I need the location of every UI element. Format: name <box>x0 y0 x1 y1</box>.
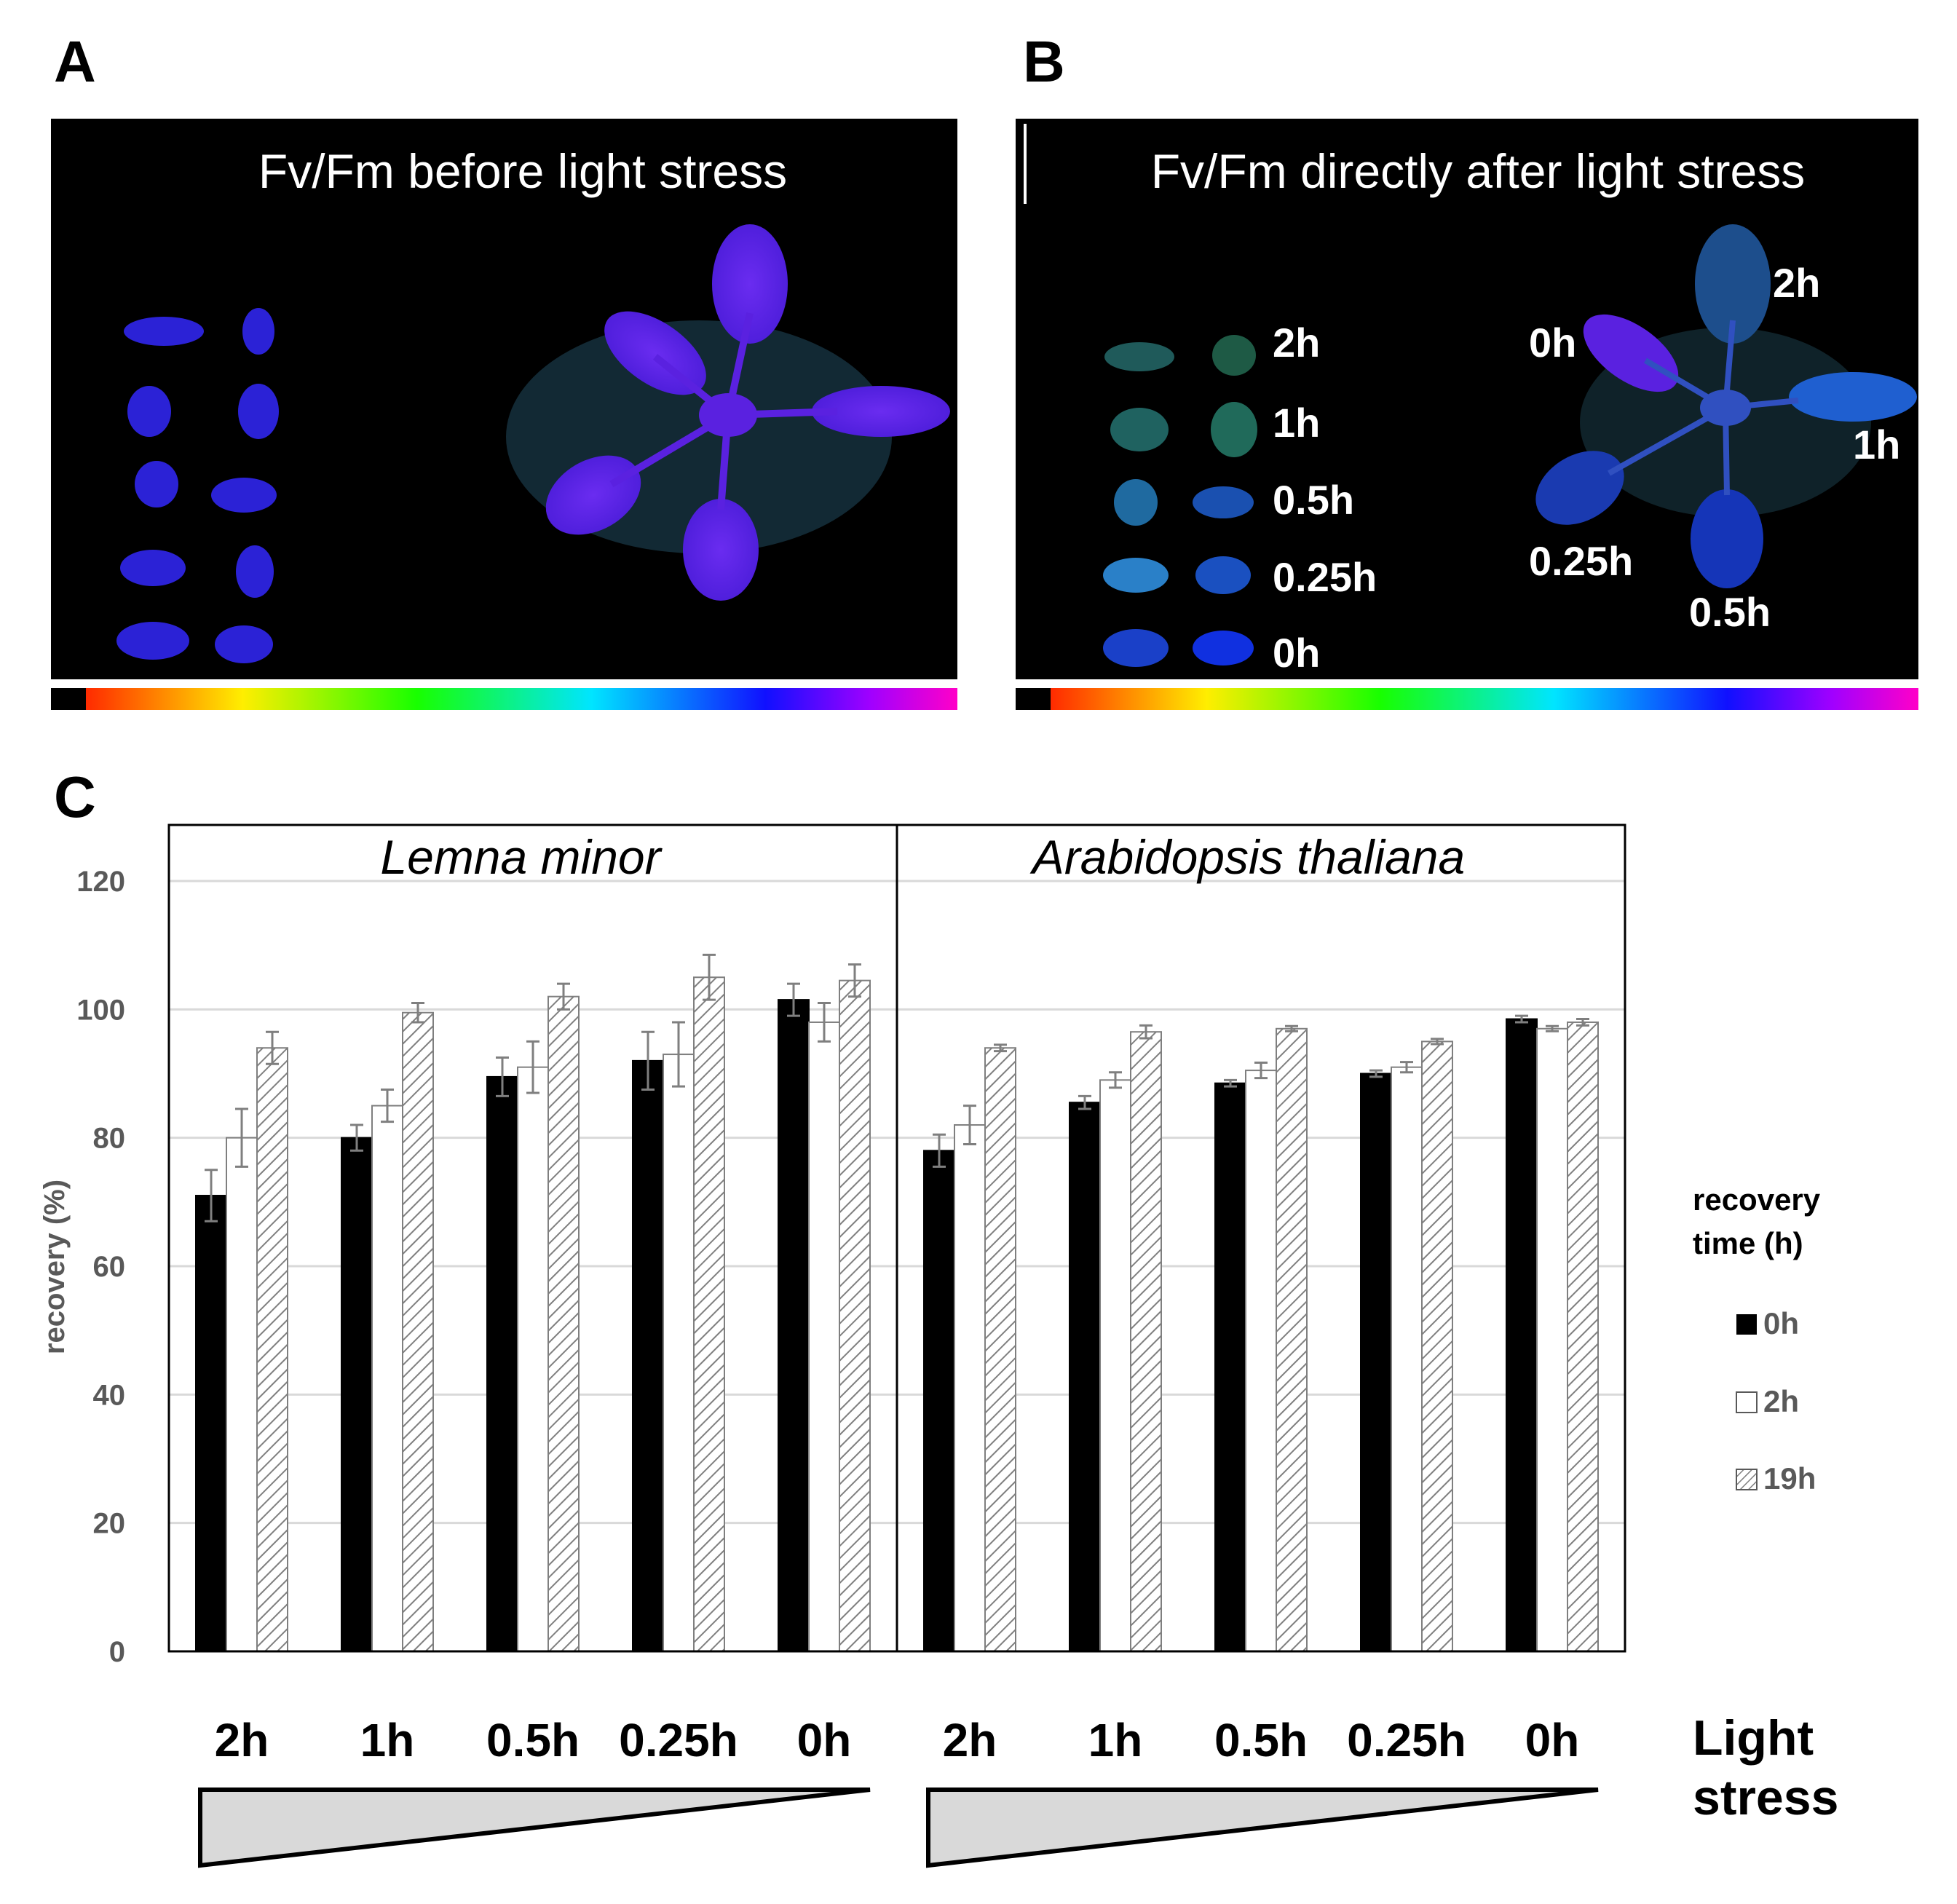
panel-letter-b: B <box>1023 29 1065 94</box>
panel-b-arabidopsis-labels: 2h 0h 1h 0.25h 0.5h <box>1529 260 1900 635</box>
bar-0h <box>923 1150 955 1653</box>
bar-2h <box>663 1054 695 1653</box>
x-category-label: 0.5h <box>486 1714 580 1766</box>
panel-b-lemna-label: 2h <box>1273 320 1320 366</box>
x-axis-title-line2: stress <box>1693 1770 1838 1825</box>
y-tick-label: 0 <box>109 1636 125 1668</box>
light-stress-wedge-lemna <box>198 1788 871 1868</box>
bar-19h <box>1130 1031 1162 1652</box>
bar-2h <box>808 1021 840 1652</box>
y-tick-label: 20 <box>93 1508 126 1540</box>
y-tick-label: 40 <box>93 1379 126 1411</box>
chart-panel-c: 0 20 40 60 80 100 120 Lemna minor Arabidopsis … <box>39 823 1838 1868</box>
panel-a-colorbar <box>86 688 957 710</box>
panel-b-arabidopsis-label-right: 1h <box>1853 422 1900 467</box>
legend-swatch-2h <box>1736 1391 1758 1413</box>
panel-b-lemna-fronds <box>1103 335 1257 667</box>
bar-2h <box>954 1124 986 1652</box>
bar-19h <box>1567 1021 1599 1652</box>
bar-0h <box>1506 1018 1538 1652</box>
x-category-label: 1h <box>1088 1714 1143 1766</box>
bar-2h <box>1245 1070 1277 1652</box>
bar-2h <box>1536 1027 1568 1652</box>
legend-label-2h: 2h <box>1763 1384 1799 1418</box>
x-category-label: 0.25h <box>619 1714 738 1766</box>
bar-0h <box>341 1137 373 1652</box>
bar-0h <box>195 1195 227 1653</box>
panel-a-lemna-fronds <box>116 308 279 663</box>
panel-b-lemna-label: 1h <box>1273 400 1320 446</box>
panel-b-colorbar-black <box>1016 688 1051 710</box>
panel-b-lemna-label: 0.25h <box>1273 554 1377 600</box>
bar-0h <box>1069 1102 1101 1653</box>
facet-title-arabidopsis: Arabidopsis thaliana <box>1029 830 1465 884</box>
y-tick-label: 100 <box>76 994 125 1026</box>
bar-0h <box>778 999 810 1652</box>
panel-b-image: Fv/Fm directly after light stress 2h 1h … <box>1016 119 1918 710</box>
bar-0h <box>1360 1073 1392 1652</box>
bar-2h <box>1099 1079 1131 1652</box>
legend-label-0h: 0h <box>1763 1306 1799 1340</box>
x-category-labels: 2h 1h 0.5h 0.25h 0h 2h 1h 0.5h 0.25h 0h <box>215 1714 1580 1766</box>
panel-b-lemna-labels: 2h 1h 0.5h 0.25h 0h <box>1273 320 1377 676</box>
bar-19h <box>402 1011 434 1653</box>
x-category-label: 0.5h <box>1214 1714 1308 1766</box>
bar-19h <box>1276 1027 1308 1652</box>
x-category-label: 0h <box>797 1714 852 1766</box>
bar-19h <box>984 1047 1016 1652</box>
bar-19h <box>547 995 580 1652</box>
panel-b-arabidopsis-label-top: 2h <box>1773 260 1820 306</box>
y-tick-labels: 0 20 40 60 80 100 120 <box>76 866 125 1668</box>
y-tick-label: 120 <box>76 866 125 898</box>
x-category-label: 2h <box>943 1714 997 1766</box>
legend-title-line1: recovery <box>1693 1182 1821 1217</box>
x-category-label: 1h <box>360 1714 415 1766</box>
panel-letter-a: A <box>54 29 96 94</box>
panel-b-arabidopsis-label-bottom-left: 0.25h <box>1529 538 1633 584</box>
panel-b-lemna-label: 0h <box>1273 630 1320 676</box>
panel-b-arabidopsis-label-bottom: 0.5h <box>1689 589 1771 635</box>
bar-2h <box>517 1066 549 1652</box>
bar-2h <box>1391 1066 1423 1652</box>
legend: recovery time (h) 0h 2h 19h <box>1693 1182 1821 1496</box>
facet-title-lemna: Lemna minor <box>380 830 663 884</box>
bar-19h <box>256 1047 288 1652</box>
panel-b-colorbar <box>1051 688 1918 710</box>
y-tick-label: 80 <box>93 1123 126 1155</box>
bar-19h <box>1421 1040 1453 1652</box>
legend-title-line2: time (h) <box>1693 1226 1803 1260</box>
x-category-label: 2h <box>215 1714 269 1766</box>
legend-label-19h: 19h <box>1763 1461 1816 1496</box>
bar-2h <box>371 1105 403 1653</box>
light-stress-wedge-arabidopsis <box>926 1788 1599 1868</box>
y-tick-label: 60 <box>93 1251 126 1283</box>
y-axis-label: recovery (%) <box>39 1180 71 1354</box>
bar-0h <box>1214 1082 1246 1652</box>
panel-a-image: Fv/Fm before light stress <box>51 119 957 710</box>
bar-19h <box>693 976 725 1652</box>
bars <box>195 976 1599 1653</box>
panel-b-arabidopsis-rosette <box>1535 224 1917 588</box>
bar-0h <box>486 1075 518 1652</box>
panel-b-lemna-label: 0.5h <box>1273 477 1354 523</box>
panel-b-title: Fv/Fm directly after light stress <box>1151 144 1806 198</box>
panel-letter-c: C <box>54 765 96 829</box>
x-axis-title-line1: Light <box>1693 1710 1814 1766</box>
x-category-label: 0.25h <box>1347 1714 1466 1766</box>
error-bars <box>205 953 1589 1222</box>
bar-19h <box>839 979 871 1652</box>
panel-b-arabidopsis-label-left: 0h <box>1529 320 1576 366</box>
x-category-label: 0h <box>1525 1714 1580 1766</box>
bar-2h <box>226 1137 258 1652</box>
legend-swatch-19h <box>1736 1469 1758 1490</box>
panel-a-arabidopsis-rosette <box>506 224 950 601</box>
panel-a-title: Fv/Fm before light stress <box>258 144 787 198</box>
bar-0h <box>632 1059 664 1653</box>
panel-a-colorbar-black <box>51 688 86 710</box>
legend-swatch-0h <box>1736 1314 1757 1335</box>
